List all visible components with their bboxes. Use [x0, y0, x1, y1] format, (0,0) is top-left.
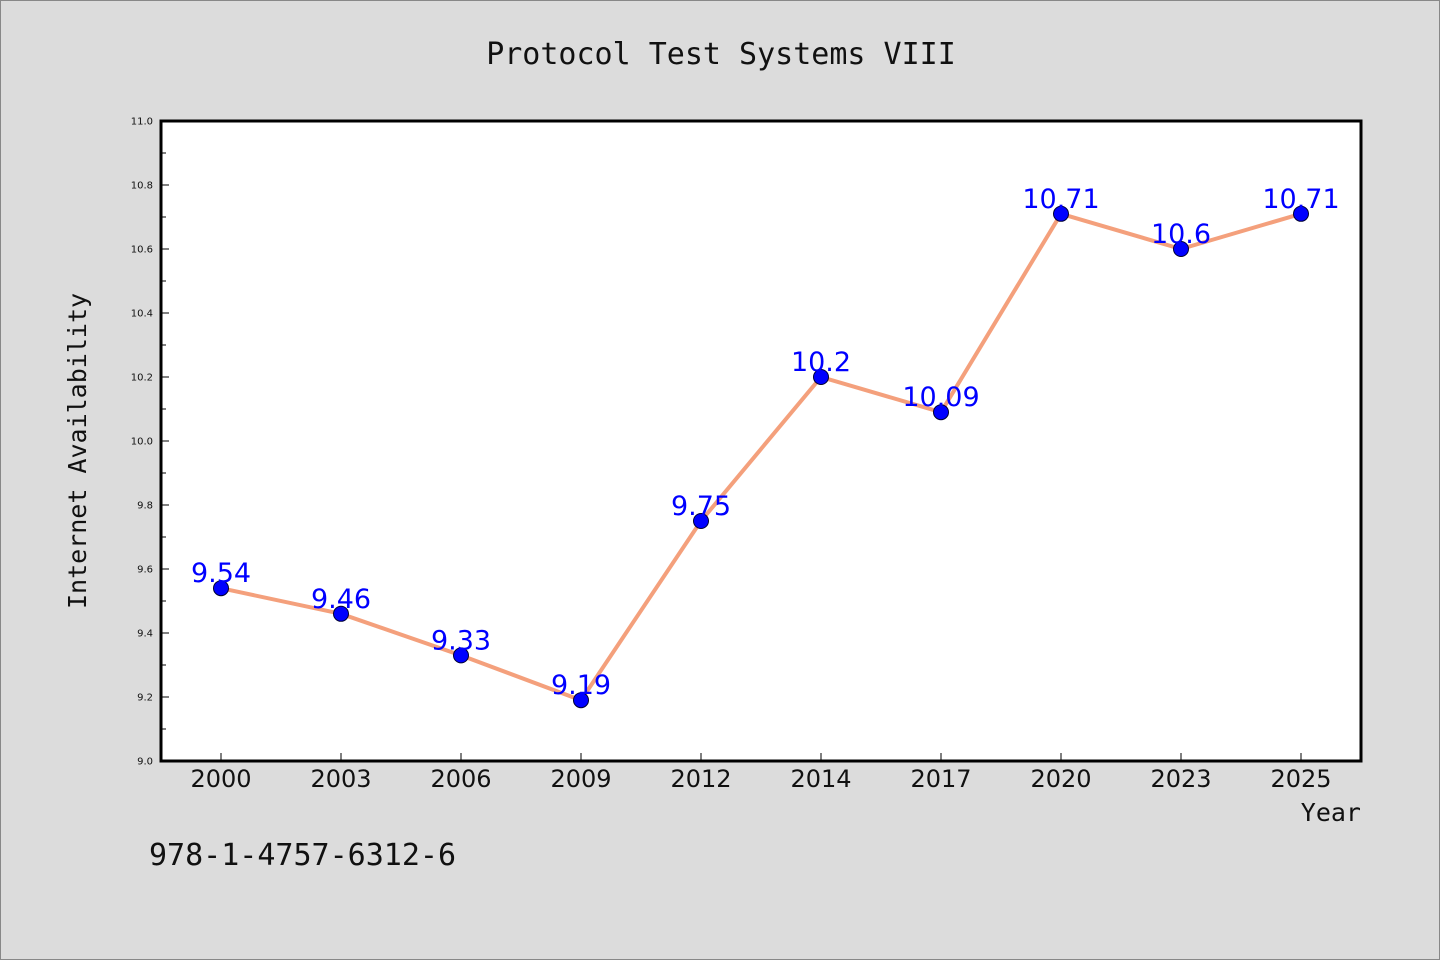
chart-title: Protocol Test Systems VIII: [486, 37, 956, 72]
x-tick-label: 2017: [910, 765, 971, 793]
y-tick-label: 9.8: [137, 501, 153, 512]
y-tick-label: 9.2: [137, 693, 153, 704]
data-label: 10.71: [1262, 184, 1339, 215]
data-label: 10.09: [902, 382, 979, 413]
data-label: 9.46: [311, 584, 371, 615]
x-tick-label: 2012: [670, 765, 731, 793]
y-tick-label: 9.6: [137, 565, 153, 576]
data-point: [213, 580, 229, 597]
x-tick-label: 2000: [190, 765, 251, 793]
data-label: 10.6: [1151, 219, 1211, 250]
data-label: 9.54: [191, 558, 251, 589]
data-point: [1053, 205, 1069, 222]
data-point: [573, 692, 589, 709]
data-label: 9.19: [551, 670, 611, 701]
data-point: [1293, 205, 1309, 222]
y-axis: 9.0 9.2 9.4 9.6 9.8 10.0 10.2 10.4 10.6 10.8 11.0: [131, 117, 169, 768]
data-point: [453, 647, 469, 664]
isbn-text: 978-1-4757-6312-6: [149, 838, 456, 873]
y-tick-label: 9.4: [137, 629, 153, 640]
data-label: 10.2: [791, 347, 851, 378]
data-label: 10.71: [1022, 184, 1099, 215]
y-tick-label: 11.0: [131, 117, 153, 128]
data-labels: 9.54 9.46 9.33 9.19 9.75 10.2 10.09 10.71 10.6 10…: [191, 184, 1340, 701]
y-tick-label: 10.6: [131, 245, 153, 256]
x-tick-label: 2003: [310, 765, 371, 793]
data-label: 9.75: [671, 491, 731, 522]
data-point: [933, 404, 949, 421]
x-tick-label: 2023: [1150, 765, 1211, 793]
data-point: [1173, 241, 1189, 257]
x-tick-label: 2014: [790, 765, 851, 793]
x-axis: 2000 2003 2006 2009 2012 2014 2017 2020 2023 2025: [190, 753, 1332, 793]
y-tick-label: 9.0: [137, 757, 153, 768]
y-tick-label: 10.8: [131, 181, 153, 192]
x-axis-label: Year: [1301, 798, 1361, 827]
plot-area: [159, 119, 1363, 763]
x-tick-label: 2020: [1030, 765, 1091, 793]
x-tick-label: 2025: [1270, 765, 1331, 793]
y-tick-label: 10.4: [131, 309, 153, 320]
series-line-group: [220, 211, 1302, 703]
data-point: [813, 369, 829, 385]
y-tick-label: 10.2: [131, 373, 153, 384]
data-label: 9.33: [431, 625, 491, 656]
data-point: [333, 605, 349, 622]
data-point: [693, 513, 709, 529]
x-tick-label: 2009: [550, 765, 611, 793]
y-axis-label: Internet Availability: [63, 293, 92, 609]
y-tick-label: 10.0: [131, 437, 153, 448]
x-tick-label: 2006: [430, 765, 491, 793]
data-markers: [213, 205, 1309, 709]
series-line: [220, 211, 1302, 703]
